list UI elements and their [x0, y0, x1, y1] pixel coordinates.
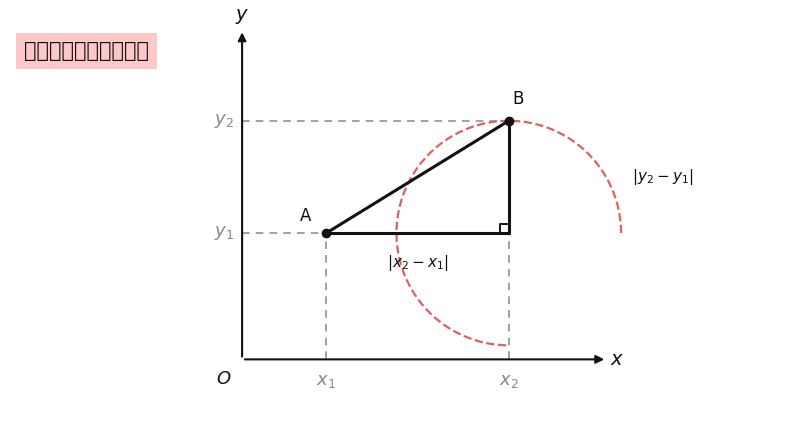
Text: 平面上の２点間の距離: 平面上の２点間の距離 — [24, 41, 149, 61]
Text: $|x_2 - x_1|$: $|x_2 - x_1|$ — [386, 253, 448, 273]
Text: A: A — [299, 206, 311, 225]
Text: $x$: $x$ — [610, 350, 625, 369]
Text: $O$: $O$ — [216, 370, 231, 388]
Text: $|y_2 - y_1|$: $|y_2 - y_1|$ — [631, 167, 693, 187]
Text: $y_2$: $y_2$ — [214, 112, 234, 130]
Text: B: B — [512, 90, 524, 108]
Text: $x_1$: $x_1$ — [316, 372, 336, 390]
Text: $x_2$: $x_2$ — [499, 372, 518, 390]
Text: $y$: $y$ — [235, 7, 250, 26]
Text: $y_1$: $y_1$ — [214, 224, 234, 242]
